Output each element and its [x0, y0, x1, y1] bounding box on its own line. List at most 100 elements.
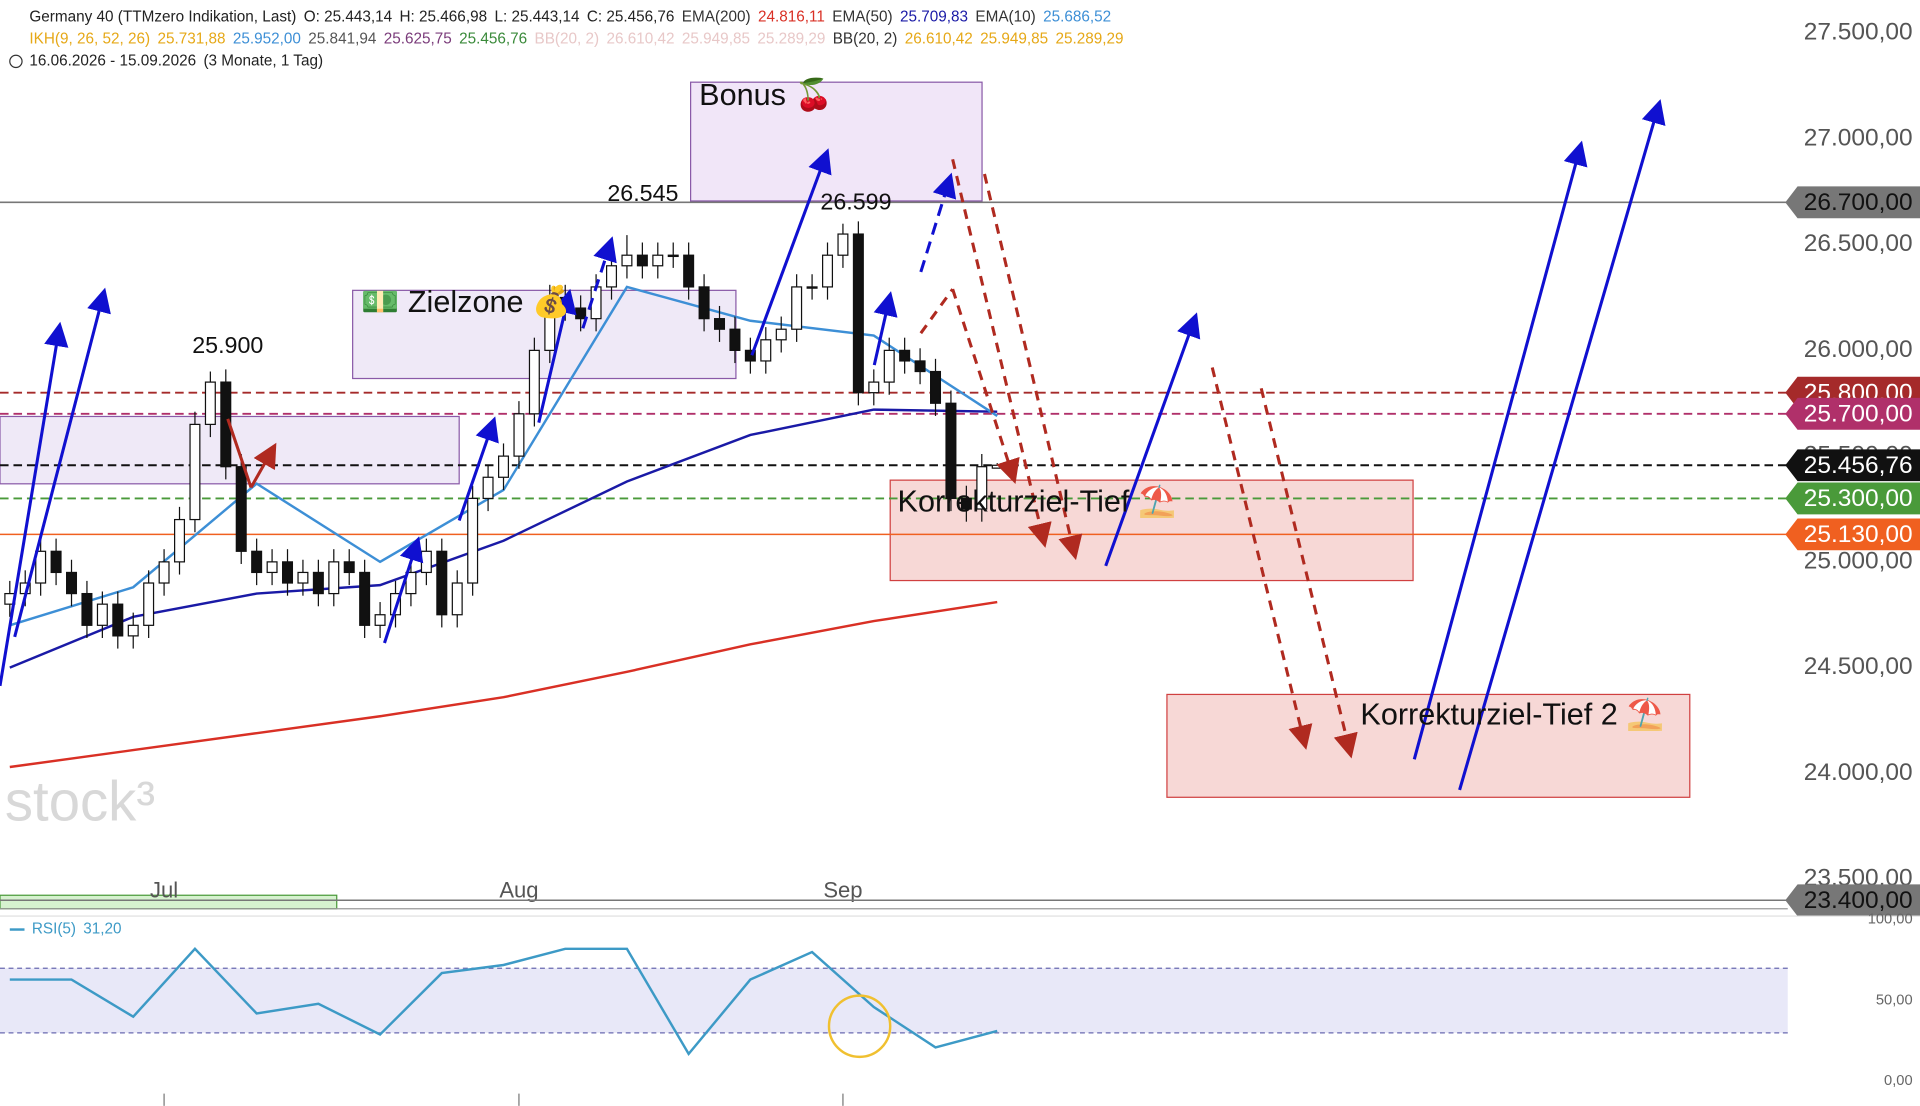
y-tick-label: 24.000,00 — [1804, 759, 1913, 786]
header-item: O: 25.443,14 — [304, 8, 393, 25]
candle-body — [729, 328, 741, 351]
candle-body — [667, 254, 679, 258]
level-label: 25.130,00 — [1804, 521, 1913, 548]
y-tick-label: 50,00 — [1876, 992, 1913, 1008]
candle-body — [112, 603, 124, 637]
header-row: Germany 40 (TTMzero Indikation, Last) O: … — [29, 8, 1111, 25]
header-item: BB(20, 2) — [833, 30, 898, 47]
level-tag — [1785, 186, 1920, 219]
arrow — [457, 416, 499, 522]
annotation: Korrekturziel-Tief 2 ⛱️ — [1360, 697, 1664, 732]
candle-body — [158, 561, 170, 584]
peak-label: 25.900 — [192, 332, 263, 358]
header-item: 16.06.2026 - 15.09.2026 — [29, 52, 196, 69]
header-item: 24.816,11 — [758, 8, 825, 25]
candle-body — [143, 582, 155, 626]
y-tick-label: 0,00 — [1884, 1073, 1913, 1089]
candle-body — [945, 402, 957, 500]
candle-body — [806, 286, 818, 289]
header-item: (3 Monate, 1 Tag) — [203, 52, 323, 69]
header-item: Germany 40 (TTMzero Indikation, Last) — [29, 8, 296, 25]
candle-body — [744, 349, 756, 362]
candle-body — [405, 571, 417, 595]
header-item: IKH(9, 26, 52, 26) — [29, 30, 150, 47]
candle-body — [575, 307, 587, 320]
level-tag — [1785, 397, 1920, 430]
highlight-circle — [827, 994, 892, 1059]
candle-body — [868, 381, 880, 394]
candle-body — [930, 370, 942, 404]
header-item: 25.952,00 — [233, 30, 301, 47]
level-label: 23.400,00 — [1804, 887, 1913, 914]
candle-body — [713, 318, 726, 330]
candle-body — [266, 561, 278, 574]
x-tick-label: Jul — [150, 877, 178, 902]
arrow — [919, 172, 957, 273]
candle-body — [204, 381, 216, 426]
header-item: EMA(10) — [975, 8, 1035, 25]
rsi-value: 31,20 — [83, 921, 121, 938]
level-label: 25.700,00 — [1804, 401, 1913, 428]
arrows — [0, 99, 1666, 791]
candle-body — [837, 233, 849, 256]
candle-body — [636, 254, 648, 267]
arrow — [383, 536, 424, 644]
header-item: 25.731,88 — [157, 30, 225, 47]
header-item: EMA(50) — [832, 8, 892, 25]
candle-body — [174, 518, 186, 563]
candle-body — [451, 582, 463, 616]
candle-body — [359, 571, 371, 626]
candle-body — [96, 603, 108, 626]
candle-body — [821, 254, 834, 288]
arrow — [1104, 312, 1201, 567]
y-tick-label: 24.500,00 — [1804, 653, 1913, 680]
header-item: 25.289,29 — [1056, 30, 1124, 47]
level-tag — [1785, 449, 1920, 482]
candle-body — [791, 286, 803, 330]
header-item: 25.456,76 — [459, 30, 527, 47]
candle-body — [343, 561, 355, 574]
arrow — [537, 288, 577, 423]
candle-body — [282, 561, 294, 584]
header-item: 26.610,42 — [607, 30, 675, 47]
arrow — [1412, 140, 1588, 760]
arrow — [951, 288, 1020, 484]
candle-body — [652, 254, 664, 267]
candle-body — [436, 550, 448, 616]
header-item: 26.610,42 — [905, 30, 973, 47]
candle-body — [467, 497, 479, 584]
y-tick-label: 26.500,00 — [1804, 230, 1913, 257]
arrow — [226, 418, 253, 488]
candle-body — [899, 349, 911, 362]
arrow — [872, 291, 898, 366]
arrow — [1259, 387, 1358, 759]
candle-body — [760, 339, 772, 362]
candle-body — [50, 550, 62, 574]
candle-body — [991, 464, 1003, 469]
candle-body — [35, 550, 47, 584]
header: Germany 40 (TTMzero Indikation, Last) O: … — [9, 8, 1124, 69]
candle-body — [420, 550, 432, 574]
candle-body — [297, 571, 309, 584]
candle-body — [66, 571, 78, 595]
candle-body — [328, 561, 340, 595]
candle-body — [498, 455, 510, 478]
rsi-line — [9, 947, 998, 1057]
header-item: 25.289,29 — [757, 30, 825, 47]
annotation: Korrekturziel-Tief ⛱️ — [898, 484, 1177, 519]
candle-body — [374, 614, 386, 626]
candle-body — [235, 466, 247, 552]
arrow — [581, 236, 617, 329]
peak-label: 26.545 — [607, 180, 678, 206]
arrow — [750, 148, 832, 356]
header-item: C: 25.456,76 — [587, 8, 675, 25]
candle-body — [189, 423, 201, 521]
arrow — [0, 321, 69, 687]
candle-body — [528, 349, 540, 415]
clock-icon — [9, 54, 23, 69]
candle-body — [683, 254, 695, 288]
arrow — [1458, 99, 1666, 791]
annotation: 💵 Zielzone 💰 — [361, 284, 570, 320]
y-tick-label: 100,00 — [1868, 912, 1913, 928]
arrow — [1210, 367, 1313, 750]
